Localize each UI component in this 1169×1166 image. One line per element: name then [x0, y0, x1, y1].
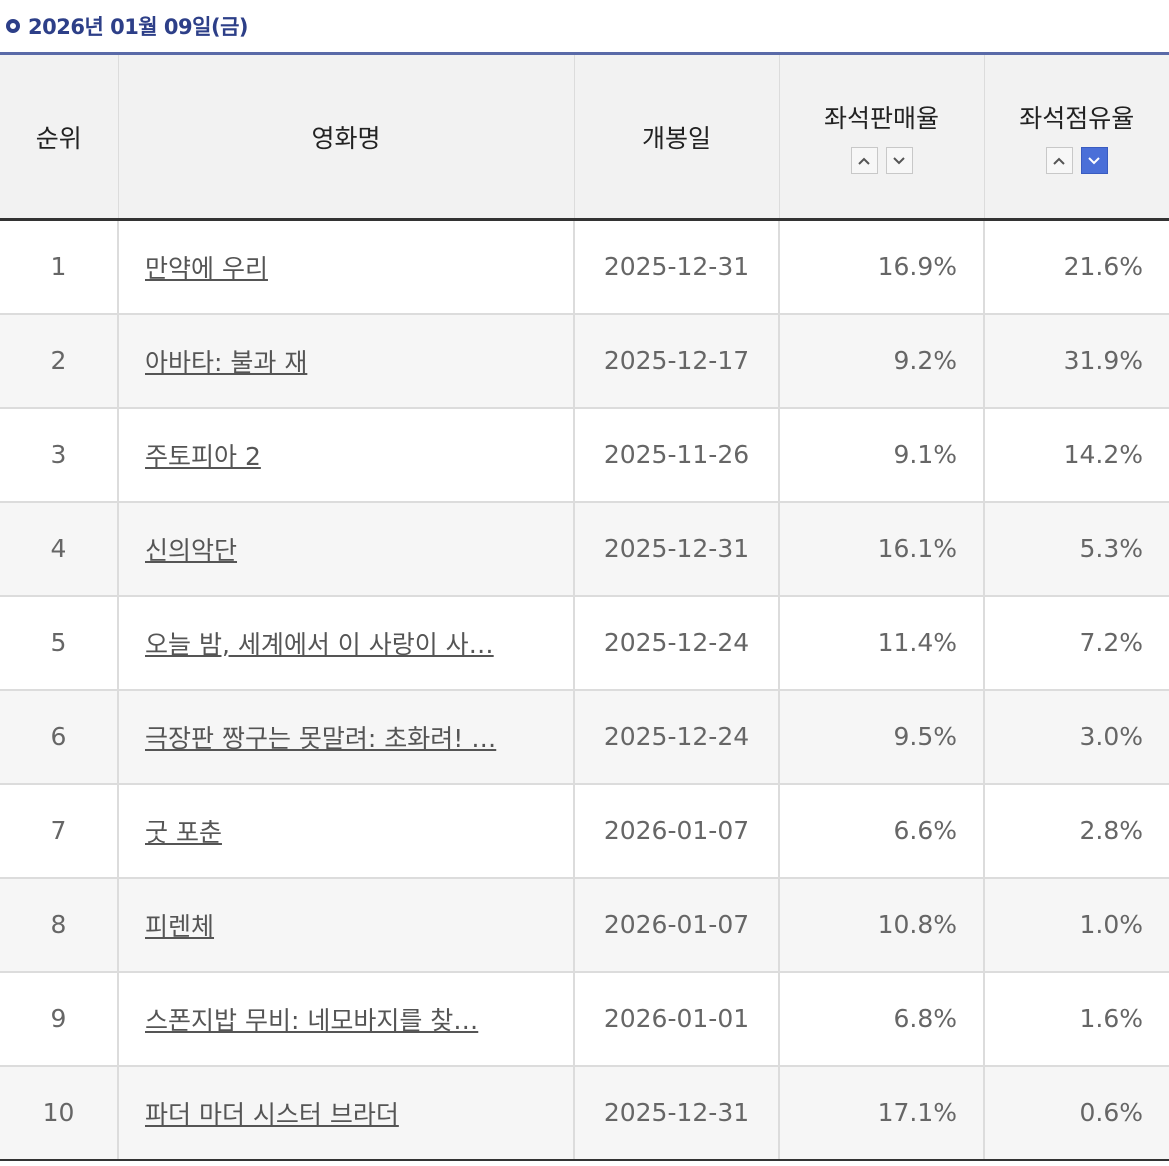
release-date-cell: 2026-01-07 [573, 877, 779, 973]
sales-rate-cell: 10.8% [778, 877, 984, 973]
circle-bullet-icon [6, 19, 20, 33]
rank-cell: 7 [0, 783, 118, 879]
movie-title-link[interactable]: 아바타: 불과 재 [145, 347, 308, 377]
title-cell: 극장판 짱구는 못말려: 초화려! … [117, 689, 574, 785]
chevron-down-icon [893, 156, 905, 164]
sales-rate-cell: 16.9% [778, 219, 984, 315]
column-header-title: 영화명 [117, 52, 574, 221]
title-cell: 아바타: 불과 재 [117, 313, 574, 409]
column-header-sales-rate: 좌석판매율 [778, 52, 984, 221]
movie-title-link[interactable]: 극장판 짱구는 못말려: 초화려! … [145, 723, 497, 753]
table-row: 3 주토피아 2 2025-11-26 9.1% 14.2% [0, 407, 1169, 503]
date-header: 2026년 01월 09일(금) [0, 0, 1169, 52]
release-date-cell: 2026-01-07 [573, 783, 779, 879]
table-row: 10 파더 마더 시스터 브라더 2025-12-31 17.1% 0.6% [0, 1065, 1169, 1161]
chevron-up-icon [1053, 157, 1065, 165]
table-row: 5 오늘 밤, 세계에서 이 사랑이 사… 2025-12-24 11.4% 7.2% [0, 595, 1169, 691]
movie-title-link[interactable]: 신의악단 [145, 535, 238, 565]
rank-cell: 3 [0, 407, 118, 503]
movie-title-link[interactable]: 피렌체 [145, 911, 215, 941]
release-date-cell: 2025-12-31 [573, 501, 779, 597]
sort-ascending-button[interactable] [1045, 147, 1073, 174]
column-header-sales-rate-label: 좌석판매율 [823, 104, 939, 133]
share-rate-cell: 7.2% [983, 595, 1169, 691]
rank-cell: 10 [0, 1065, 118, 1161]
share-rate-cell: 1.6% [983, 971, 1169, 1067]
sort-descending-button-active[interactable] [1080, 147, 1108, 174]
release-date-cell: 2026-01-01 [573, 971, 779, 1067]
sales-rate-cell: 17.1% [778, 1065, 984, 1161]
title-cell: 주토피아 2 [117, 407, 574, 503]
table-row: 2 아바타: 불과 재 2025-12-17 9.2% 31.9% [0, 313, 1169, 409]
sales-rate-cell: 11.4% [778, 595, 984, 691]
sales-rate-cell: 6.8% [778, 971, 984, 1067]
share-rate-cell: 21.6% [983, 219, 1169, 315]
table-header-row: 순위 영화명 개봉일 좌석판매율 좌석점유율 [0, 52, 1169, 221]
sales-rate-sort-controls [781, 147, 983, 174]
date-title: 2026년 01월 09일(금) [28, 15, 249, 39]
share-rate-cell: 14.2% [983, 407, 1169, 503]
rank-cell: 9 [0, 971, 118, 1067]
table-row: 4 신의악단 2025-12-31 16.1% 5.3% [0, 501, 1169, 597]
share-rate-sort-controls [986, 147, 1169, 174]
movie-title-link[interactable]: 굿 포춘 [145, 817, 222, 847]
title-cell: 피렌체 [117, 877, 574, 973]
table-row: 6 극장판 짱구는 못말려: 초화려! … 2025-12-24 9.5% 3.0% [0, 689, 1169, 785]
title-cell: 파더 마더 시스터 브라더 [117, 1065, 574, 1161]
sort-ascending-button[interactable] [850, 147, 878, 174]
share-rate-cell: 3.0% [983, 689, 1169, 785]
movie-title-link[interactable]: 만약에 우리 [145, 253, 268, 283]
table-row: 1 만약에 우리 2025-12-31 16.9% 21.6% [0, 219, 1169, 315]
movie-title-link[interactable]: 파더 마더 시스터 브라더 [145, 1099, 399, 1129]
title-cell: 굿 포춘 [117, 783, 574, 879]
movie-title-link[interactable]: 스폰지밥 무비: 네모바지를 찾… [145, 1005, 479, 1035]
table-row: 9 스폰지밥 무비: 네모바지를 찾… 2026-01-01 6.8% 1.6% [0, 971, 1169, 1067]
share-rate-cell: 31.9% [983, 313, 1169, 409]
sort-descending-button[interactable] [885, 147, 913, 174]
title-cell: 만약에 우리 [117, 219, 574, 315]
release-date-cell: 2025-11-26 [573, 407, 779, 503]
chevron-up-icon [858, 157, 870, 165]
title-cell: 오늘 밤, 세계에서 이 사랑이 사… [117, 595, 574, 691]
sales-rate-cell: 9.1% [778, 407, 984, 503]
table-row: 8 피렌체 2026-01-07 10.8% 1.0% [0, 877, 1169, 973]
title-cell: 신의악단 [117, 501, 574, 597]
sales-rate-cell: 9.5% [778, 689, 984, 785]
share-rate-cell: 1.0% [983, 877, 1169, 973]
chevron-down-icon [1088, 156, 1100, 164]
rank-cell: 5 [0, 595, 118, 691]
rank-cell: 4 [0, 501, 118, 597]
column-header-release: 개봉일 [573, 52, 779, 221]
rank-cell: 1 [0, 219, 118, 315]
movie-title-link[interactable]: 주토피아 2 [145, 441, 261, 471]
rank-cell: 2 [0, 313, 118, 409]
release-date-cell: 2025-12-24 [573, 595, 779, 691]
column-header-rank: 순위 [0, 52, 118, 221]
column-header-share-rate-label: 좌석점유율 [1019, 104, 1135, 133]
movie-title-link[interactable]: 오늘 밤, 세계에서 이 사랑이 사… [145, 629, 494, 659]
rank-cell: 6 [0, 689, 118, 785]
release-date-cell: 2025-12-24 [573, 689, 779, 785]
title-cell: 스폰지밥 무비: 네모바지를 찾… [117, 971, 574, 1067]
release-date-cell: 2025-12-31 [573, 1065, 779, 1161]
release-date-cell: 2025-12-31 [573, 219, 779, 315]
share-rate-cell: 2.8% [983, 783, 1169, 879]
share-rate-cell: 0.6% [983, 1065, 1169, 1161]
share-rate-cell: 5.3% [983, 501, 1169, 597]
release-date-cell: 2025-12-17 [573, 313, 779, 409]
sales-rate-cell: 9.2% [778, 313, 984, 409]
sales-rate-cell: 6.6% [778, 783, 984, 879]
sales-rate-cell: 16.1% [778, 501, 984, 597]
rank-cell: 8 [0, 877, 118, 973]
table-row: 7 굿 포춘 2026-01-07 6.6% 2.8% [0, 783, 1169, 879]
box-office-table: 순위 영화명 개봉일 좌석판매율 좌석점유율 [0, 52, 1169, 1161]
column-header-share-rate: 좌석점유율 [983, 52, 1169, 221]
